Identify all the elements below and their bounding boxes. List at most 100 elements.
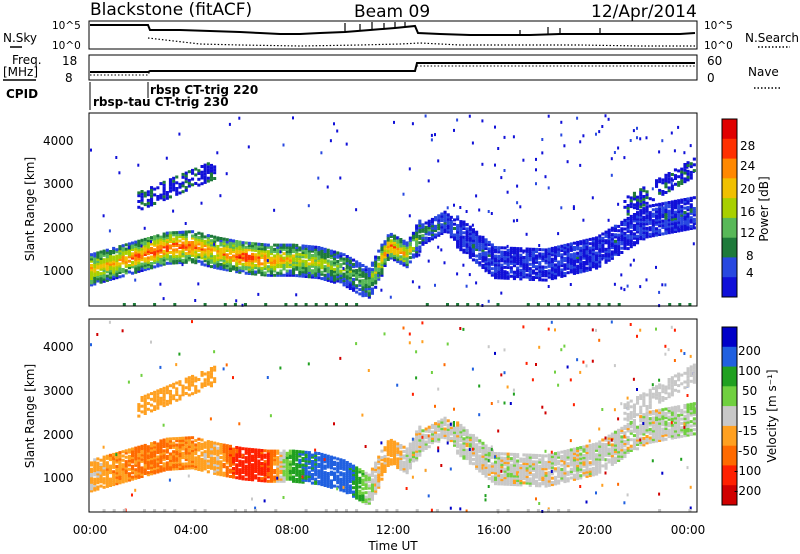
velocity-cell [282,460,286,464]
power-cell [582,263,586,267]
velocity-cell [213,350,216,354]
power-cell [475,254,479,258]
velocity-cell [282,469,286,472]
power-cell [639,222,643,226]
velocity-cell [96,481,100,485]
velocity-cell [355,481,359,485]
power-cell [408,245,412,249]
power-cell [314,260,318,264]
velocity-cell [370,491,374,495]
velocity-cell [216,448,220,452]
velocity-cell [355,477,359,481]
power-cell [667,177,671,181]
power-cell [572,248,576,252]
velocity-cell [509,402,512,405]
velocity-cell [446,419,450,423]
freq-trace [90,62,695,73]
power-cell [134,242,138,246]
power-cell [585,239,588,243]
velocity-cell [468,457,472,461]
velocity-cell [440,427,444,431]
velocity-cell [478,469,482,473]
power-cell [686,164,690,167]
power-cell [535,250,539,254]
power-cell [645,229,649,232]
power-cell [194,182,198,185]
velocity-cell [516,474,520,478]
velocity-cell [440,422,444,426]
velocity-cell [418,438,422,442]
power-cell [645,222,649,226]
power-cell [178,250,182,254]
power-cell [333,276,337,280]
power-cell [317,261,321,265]
power-cell [528,256,532,260]
velocity-cell [168,467,172,471]
velocity-cell [288,473,292,477]
velocity-cell [512,461,516,465]
power-cell [642,203,646,207]
power-cell [235,255,239,259]
velocity-cell [500,482,504,486]
power-cell [576,271,580,275]
power-cell [279,247,283,251]
power-cell [468,242,472,246]
power-cell [257,264,261,268]
velocity-cell [263,470,267,474]
power-cell [222,252,226,256]
power-cell [216,260,220,264]
power-cell [651,214,655,218]
velocity-cell [364,474,368,477]
velocity-cell [377,481,381,485]
velocity-cell [449,467,452,471]
velocity-cell [153,405,157,409]
power-cell [683,223,687,227]
velocity-cell [512,470,516,474]
velocity-cell [162,401,166,405]
power-cell [112,275,116,278]
velocity-cell [355,342,358,346]
nsky-tick-high: 10^5 [52,20,81,32]
power-cell [178,239,182,243]
velocity-cell [367,497,371,501]
power-cell [276,258,280,262]
power-cell [427,239,431,243]
velocity-cell [225,474,229,478]
power-cell [203,254,207,258]
power-cell [402,250,406,254]
power-cell [677,125,680,129]
power-cell [181,258,185,262]
power-cell [143,248,147,252]
velocity-cell [481,469,485,473]
velocity-cell [393,444,397,448]
power-cell [370,291,374,295]
power-cell [585,249,589,253]
velocity-cell [203,384,207,387]
velocity-cell [269,466,273,470]
velocity-cell [244,460,248,464]
power-cell [225,266,229,270]
power-cell [623,238,627,242]
power-cell [301,253,305,257]
power-cell [263,271,267,275]
power-cell [241,303,244,307]
velocity-cell [181,447,185,451]
velocity-cell [512,478,516,482]
velocity-cell [497,478,501,482]
velocity-cell [143,465,147,469]
power-cell [90,281,94,285]
velocity-cell [175,452,179,456]
power-cell [364,291,368,295]
velocity-cell [484,474,488,478]
power-cell [421,227,425,231]
velocity-cell [421,340,424,344]
velocity-cell [298,463,302,467]
velocity-cell [446,427,450,431]
power-cell [585,255,589,259]
power-cell [127,259,131,263]
power-cell [140,192,144,196]
velocity-cell [396,383,399,387]
velocity-cell [241,464,245,468]
velocity-cell [143,406,147,410]
velocity-cell [355,466,359,470]
